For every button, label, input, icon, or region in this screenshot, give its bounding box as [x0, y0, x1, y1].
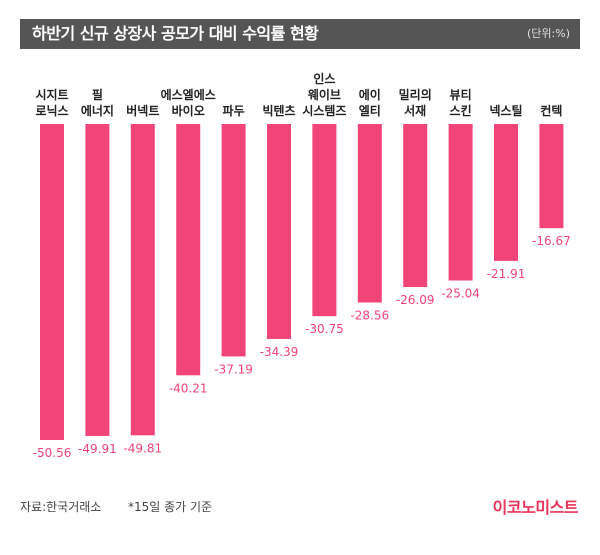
category-label-10-0: 넥스틸	[489, 104, 522, 118]
category-label-2-0: 버넥트	[126, 103, 159, 118]
category-label-6-0: 인스	[313, 71, 335, 86]
value-label-2: -49.81	[123, 441, 162, 455]
chart-title: 하반기 신규 상장사 공모가 대비 수익률 현황	[32, 24, 319, 43]
value-label-9: -25.04	[441, 287, 480, 301]
unit-label: (단위:%)	[527, 27, 570, 40]
value-label-4: -37.19	[214, 362, 253, 376]
category-label-9-1: 스킨	[450, 104, 472, 118]
bar-9	[448, 124, 473, 281]
bar-3	[176, 124, 201, 376]
value-label-3: -40.21	[169, 381, 208, 395]
bar-2	[130, 124, 155, 436]
bar-10	[494, 124, 518, 261]
category-label-11-0: 컨텍	[540, 103, 562, 118]
category-label-1-1: 에너지	[81, 103, 114, 118]
category-label-3-0: 에스엘에스	[161, 87, 216, 102]
bar-7	[357, 124, 382, 303]
value-label-0: -50.56	[33, 446, 72, 460]
bar-4	[221, 124, 246, 357]
value-label-5: -34.39	[260, 345, 299, 359]
basis-note: *15일 종가 기준	[128, 500, 213, 514]
value-label-11: -16.67	[532, 234, 571, 248]
category-label-7-1: 엘티	[359, 103, 381, 118]
value-label-6: -30.75	[305, 322, 344, 336]
bar-8	[403, 124, 428, 288]
value-label-1: -49.91	[78, 442, 117, 456]
title-bar: 하반기 신규 상장사 공모가 대비 수익률 현황 (단위:%)	[20, 19, 580, 49]
category-label-4-0: 파두	[223, 103, 245, 118]
category-label-1-0: 필	[92, 87, 103, 102]
category-label-6-2: 시스템즈	[302, 103, 346, 118]
category-label-8-1: 서재	[404, 103, 426, 118]
category-label-7-0: 에이	[359, 87, 381, 102]
value-label-8: -26.09	[396, 293, 435, 307]
value-label-10: -21.91	[487, 267, 526, 281]
bar-6	[312, 124, 337, 317]
category-label-5-0: 빅텐츠	[262, 103, 295, 118]
bar-5	[267, 124, 291, 339]
category-label-9-0: 뷰티	[450, 87, 472, 102]
category-label-3-1: 바이오	[172, 103, 205, 118]
category-label-8-0: 밀리의	[399, 87, 432, 102]
bar-1	[85, 124, 110, 436]
category-label-0-0: 시지트	[35, 87, 68, 102]
brand-logo: 이코노미스트	[492, 498, 579, 517]
bar-0	[40, 124, 64, 440]
category-label-0-1: 로닉스	[35, 103, 68, 118]
bar-11	[539, 124, 564, 229]
value-label-7: -28.56	[350, 309, 389, 323]
category-label-6-1: 웨이브	[308, 87, 341, 102]
source-note: 자료:한국거래소	[20, 500, 102, 514]
